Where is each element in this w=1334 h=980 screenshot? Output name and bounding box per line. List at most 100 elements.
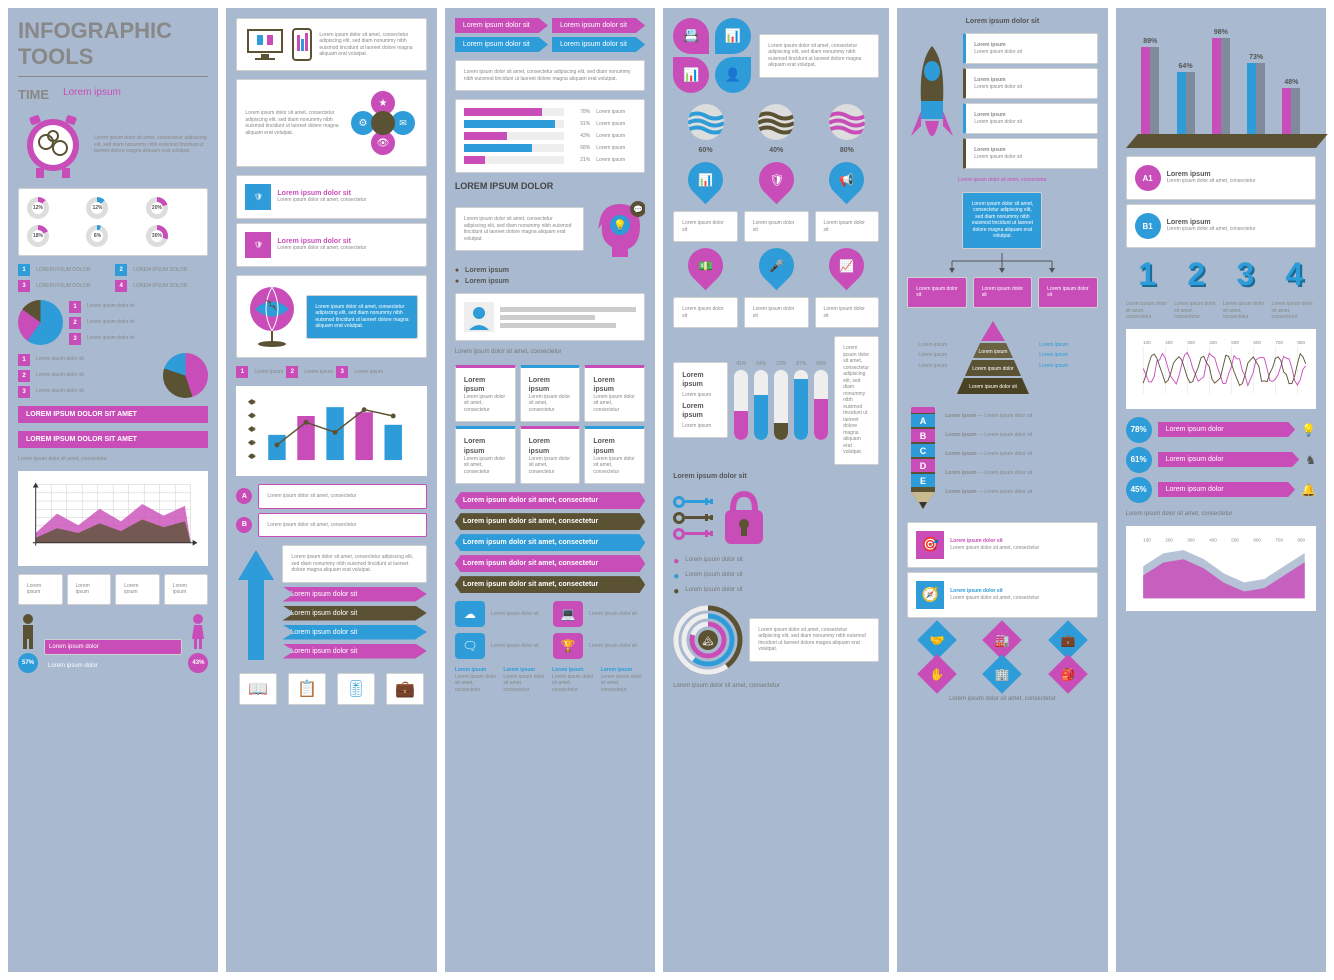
- svg-text:💬: 💬: [633, 204, 643, 214]
- pyramid-icon: Lorem ipsum Lorem ipsum dolor Lorem ipsu…: [953, 316, 1033, 396]
- target-rows: 🎯Lorem ipsum dolor sitLorem ipsum dolor …: [907, 522, 1097, 618]
- svg-text:D: D: [920, 461, 927, 471]
- clock-text: Lorem ipsum dolor sit amet, consectetur …: [94, 135, 208, 155]
- pins-grid: 📊Lorem ipsum dolor sit🛡Lorem ipsum dolor…: [673, 162, 879, 328]
- time-subtitle: Lorem ipsum: [63, 87, 121, 98]
- big-numbers: 1234: [1126, 256, 1316, 293]
- svg-text:Lorem ipsum: Lorem ipsum: [979, 349, 1008, 355]
- ribbon-2: LOREM IPSUM DOLOR SIT AMET: [18, 431, 208, 448]
- time-label: TIME: [18, 87, 49, 102]
- column-6: 89%64%98%73%48% A1Lorem ipsumLorem ipsum…: [1116, 8, 1326, 972]
- area2-title: Lorem ipsum dolor sit amet, consectetur: [1126, 511, 1316, 519]
- clock-icon: [18, 110, 88, 180]
- rocket-title: Lorem ipsum dolor sit: [907, 18, 1097, 25]
- rocket-icon: [907, 41, 957, 161]
- column-5: Lorem ipsum dolor sit Lorem ipsumLorem i…: [897, 8, 1107, 972]
- svg-text:🏔: 🏔: [703, 636, 715, 646]
- pencil-icon: ABCDE: [907, 404, 939, 514]
- svg-text:600: 600: [1253, 340, 1261, 345]
- numbered-list: 1LOREM IPSUM DOLOR2LOREM IPSUM DOLOR3LOR…: [18, 264, 208, 292]
- svg-text:800: 800: [1297, 538, 1305, 543]
- svg-text:300: 300: [1187, 538, 1195, 543]
- radial-caption: Lorem ipsum dolor sit amet, consectetur: [673, 683, 879, 691]
- svg-text:400: 400: [1209, 538, 1217, 543]
- pct-rows: 78%Lorem ipsum dolor💡61%Lorem ipsum dolo…: [1126, 417, 1316, 503]
- donut-panel: 12%12%20%18%6%30%: [18, 188, 208, 256]
- svg-text:100: 100: [1143, 538, 1151, 543]
- top-arrows: Lorem ipsum dolor sitLorem ipsum dolor s…: [455, 18, 645, 52]
- column-2: Lorem ipsum dolor sit amet, consectetur …: [226, 8, 436, 972]
- tubes-panel: Lorem ipsumLorem ipsum Lorem ipsumLorem …: [673, 336, 879, 465]
- banners: Lorem ipsum dolor sit amet, consecteturL…: [455, 492, 645, 593]
- ab-badges: A1Lorem ipsumLorem ipsum dolor sit amet,…: [1126, 156, 1316, 248]
- main-title: INFOGRAPHIC TOOLS: [18, 18, 208, 70]
- column-1: INFOGRAPHIC TOOLS TIME Lorem ipsum Lorem…: [8, 8, 218, 972]
- svg-text:E: E: [920, 476, 926, 486]
- svg-text:200: 200: [1165, 538, 1173, 543]
- ribbon-caption: Lorem ipsum dolor sit amet, consectetur: [18, 456, 208, 463]
- head-icon: 💡 💬: [590, 199, 645, 259]
- quad-speech: ☁Lorem ipsum dolor sit💻Lorem ipsum dolor…: [455, 601, 645, 659]
- area-legend: Lorem ipsum Lorem ipsum Lorem ipsum Lore…: [18, 574, 208, 605]
- grid3-title: Lorem ipsum dolor sit amet, consectetur: [455, 349, 645, 357]
- petal-row: 📇📊📊👤 Lorem ipsum dolor sit amet, consect…: [673, 18, 879, 93]
- devices-panel: Lorem ipsum dolor sit amet, consectetur …: [236, 18, 426, 71]
- branch-panel: Lorem ipsum dolor sit amet, consectetur …: [907, 192, 1097, 308]
- svg-text:500: 500: [1231, 340, 1239, 345]
- svg-text:700: 700: [1275, 538, 1283, 543]
- svg-text:💡: 💡: [613, 219, 627, 232]
- male-icon: [18, 613, 38, 649]
- pie-chart-2: [163, 353, 208, 398]
- svg-text:200: 200: [1165, 340, 1173, 345]
- pencil-panel: ABCDE Lorem ipsum — Lorem ipsum dolor si…: [907, 404, 1097, 514]
- svg-text:A: A: [920, 416, 927, 426]
- pie-row-2: 1Lorem ipsum dolor sit2Lorem ipsum dolor…: [18, 353, 208, 398]
- radial-panel: 🏔 Lorem ipsum dolor sit amet, consectetu…: [673, 605, 879, 675]
- grid3: Lorem ipsumLorem ipsum dolor sit amet, c…: [455, 365, 645, 484]
- svg-text:★: ★: [378, 98, 387, 109]
- globe-steps: 1Lorem ipsum2Lorem ipsum3Lorem ipsum: [236, 366, 426, 378]
- monitor-icon: [245, 27, 285, 62]
- pie-row-1: 1Lorem ipsum dolor sit2Lorem ipsum dolor…: [18, 300, 208, 345]
- flower-panel: Lorem ipsum dolor sit amet, consectetur …: [236, 79, 426, 167]
- svg-text:Lorem ipsum dolor sit: Lorem ipsum dolor sit: [969, 384, 1017, 390]
- pie-chart-1: [18, 300, 63, 345]
- footer-columns: Lorem ipsumLorem ipsum dolor sit amet, c…: [455, 667, 645, 693]
- rocket-panel: Lorem ipsumLorem ipsum dolor sitLorem ip…: [907, 33, 1097, 169]
- svg-text:500: 500: [1231, 538, 1239, 543]
- ab-list: ALorem ipsum dolor sit amet, consectetur…: [236, 484, 426, 537]
- head-panel: Lorem ipsum dolor sit amet, consectetur …: [455, 199, 645, 259]
- profile-panel: [455, 293, 645, 341]
- spark-panel: 100 200 300 400 500 600 700 800: [1126, 329, 1316, 409]
- svg-text:👁: 👁: [376, 138, 389, 149]
- female-icon: [188, 613, 208, 649]
- area-chart-panel: [18, 471, 208, 566]
- area2-panel: 100200300400500600700800: [1126, 526, 1316, 611]
- radial-chart: 🏔: [673, 605, 743, 675]
- avatar-icon: [464, 302, 494, 332]
- pyramid-panel: Lorem ipsumLorem ipsumLorem ipsum Lorem …: [907, 316, 1097, 396]
- lock-title: Lorem ipsum dolor sit: [673, 473, 879, 480]
- svg-text:700: 700: [1275, 340, 1283, 345]
- globe-panel: Lorem ipsum dolor sit amet, consectetur …: [236, 275, 426, 358]
- icon-rows: 🛡Lorem ipsum dolor sitLorem ipsum dolor …: [236, 175, 426, 267]
- svg-text:400: 400: [1209, 340, 1217, 345]
- svg-text:B: B: [920, 431, 927, 441]
- svg-text:C: C: [920, 446, 927, 456]
- column-4: 📇📊📊👤 Lorem ipsum dolor sit amet, consect…: [663, 8, 889, 972]
- hbar-panel: 78%Lorem ipsum91%Lorem ipsum43%Lorem ips…: [455, 99, 645, 173]
- flower-icon: ★ ✉ 👁 ⚙: [348, 88, 418, 158]
- rocket-caption: Lorem ipsum dolor sit amet, consectetur: [907, 177, 1097, 184]
- bottom-icons: 📖📋🎚💼: [236, 673, 426, 705]
- bars3d-panel: 89%64%98%73%48%: [1126, 18, 1316, 148]
- spheres: 60%40%80%: [673, 101, 879, 154]
- phone-icon: [291, 27, 313, 62]
- column-3: Lorem ipsum dolor sitLorem ipsum dolor s…: [445, 8, 655, 972]
- up-arrow-icon: [236, 545, 276, 665]
- big-arrow-panel: Lorem ipsum dolor sit amet, consectetur …: [236, 545, 426, 665]
- svg-text:100: 100: [1143, 340, 1151, 345]
- svg-text:300: 300: [1187, 340, 1195, 345]
- svg-text:⚙: ⚙: [358, 118, 367, 129]
- svg-text:800: 800: [1297, 340, 1305, 345]
- globe-icon: [245, 284, 300, 349]
